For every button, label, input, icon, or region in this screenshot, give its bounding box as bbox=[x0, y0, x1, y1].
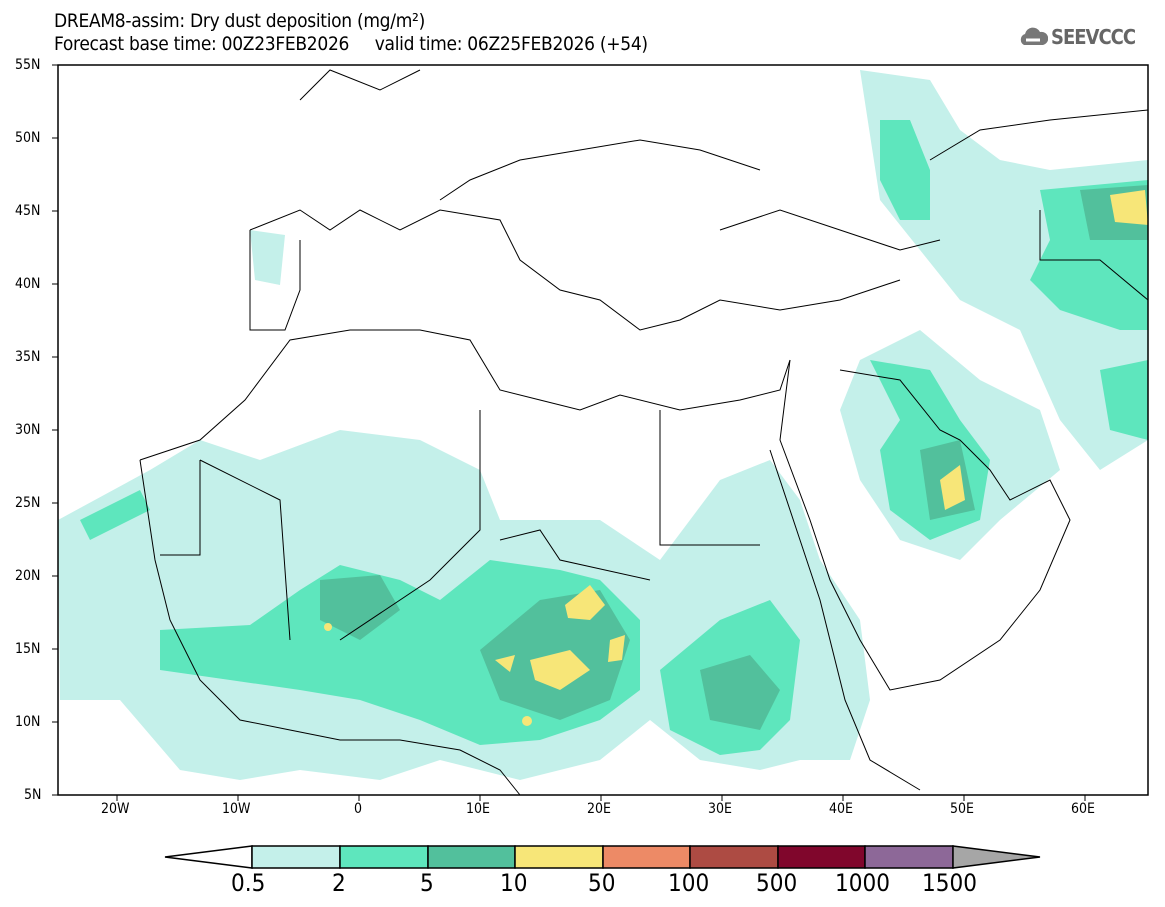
lat-label: 15N bbox=[15, 641, 41, 657]
colorbar-under-arrow bbox=[164, 845, 253, 869]
lat-label: 35N bbox=[15, 349, 41, 365]
colorbar-bin bbox=[777, 845, 866, 869]
colorbar-bin bbox=[514, 845, 604, 869]
lon-label: 40E bbox=[829, 801, 853, 817]
lon-label: 10E bbox=[466, 801, 490, 817]
lat-label: 25N bbox=[15, 495, 41, 511]
colorbar-bin bbox=[864, 845, 954, 869]
colorbar-bin bbox=[339, 845, 429, 869]
colorbar-label: 1500 bbox=[922, 869, 977, 897]
lon-label: 10W bbox=[222, 801, 251, 817]
colorbar-label: 10 bbox=[500, 869, 528, 897]
colorbar-label: 50 bbox=[588, 869, 616, 897]
coastlines-and-borders bbox=[139, 69, 1149, 796]
lat-label: 10N bbox=[15, 714, 41, 730]
colorbar-label: 1000 bbox=[835, 869, 890, 897]
lon-label: 20E bbox=[587, 801, 611, 817]
lat-label: 40N bbox=[15, 276, 41, 292]
colorbar-label: 100 bbox=[668, 869, 710, 897]
lat-label: 5N bbox=[24, 787, 42, 803]
cloud-logo-icon bbox=[1020, 27, 1048, 45]
seevccc-logo: SEEVCCC bbox=[1018, 25, 1136, 49]
lat-label: 30N bbox=[15, 422, 41, 438]
colorbar-label: 0.5 bbox=[231, 869, 266, 897]
lon-label: 60E bbox=[1071, 801, 1095, 817]
lat-label: 55N bbox=[15, 57, 41, 73]
lat-label: 50N bbox=[15, 130, 41, 146]
colorbar-over-arrow bbox=[952, 845, 1041, 869]
colorbar bbox=[164, 845, 1041, 869]
colorbar-label: 5 bbox=[420, 869, 434, 897]
forecast-times: Forecast base time: 00Z23FEB2026 valid t… bbox=[54, 33, 648, 55]
colorbar-label: 500 bbox=[756, 869, 798, 897]
colorbar-label: 2 bbox=[332, 869, 346, 897]
colorbar-bin bbox=[427, 845, 516, 869]
lon-label: 30E bbox=[708, 801, 732, 817]
lon-label: 20W bbox=[101, 801, 130, 817]
dust-field bbox=[58, 70, 1148, 780]
lat-label: 20N bbox=[15, 568, 41, 584]
lon-label: 0 bbox=[354, 801, 363, 817]
lat-label: 45N bbox=[15, 203, 41, 219]
map-title: DREAM8-assim: Dry dust deposition (mg/m²… bbox=[54, 10, 425, 32]
lon-label: 50E bbox=[950, 801, 974, 817]
axis-ticks bbox=[52, 64, 1086, 801]
colorbar-bin bbox=[251, 845, 341, 869]
colorbar-bin bbox=[689, 845, 779, 869]
colorbar-bin bbox=[602, 845, 691, 869]
